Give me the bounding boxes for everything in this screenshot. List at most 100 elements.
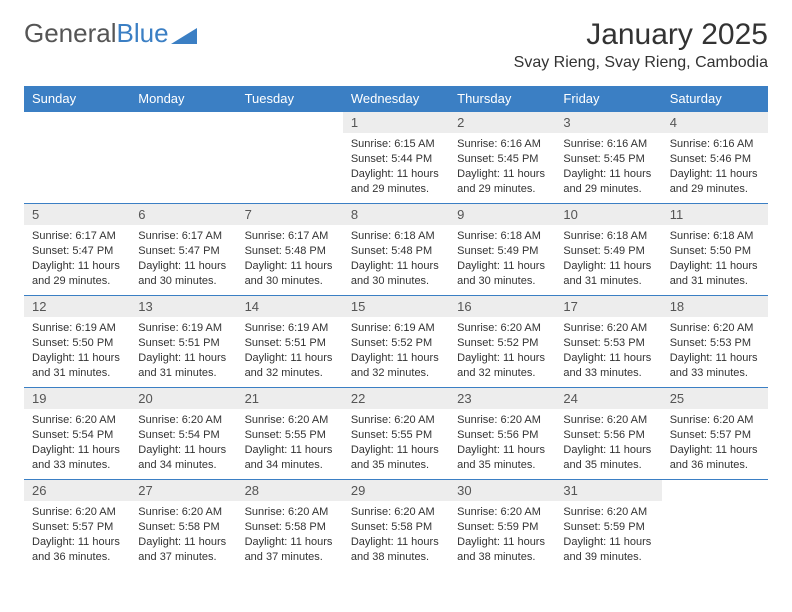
calendar-cell: 8Sunrise: 6:18 AMSunset: 5:48 PMDaylight… [343,204,449,296]
daylight-text: Daylight: 11 hours and 29 minutes. [457,167,547,197]
title-block: January 2025 Svay Rieng, Svay Rieng, Cam… [514,18,768,72]
calendar-cell: 9Sunrise: 6:18 AMSunset: 5:49 PMDaylight… [449,204,555,296]
sunrise-text: Sunrise: 6:20 AM [563,321,653,336]
sunrise-text: Sunrise: 6:16 AM [670,137,760,152]
day-details: Sunrise: 6:16 AMSunset: 5:45 PMDaylight:… [555,133,661,202]
sunrise-text: Sunrise: 6:20 AM [138,505,228,520]
sunset-text: Sunset: 5:59 PM [457,520,547,535]
calendar-cell [130,112,236,204]
calendar-table: Sunday Monday Tuesday Wednesday Thursday… [24,86,768,572]
sunrise-text: Sunrise: 6:17 AM [138,229,228,244]
sunrise-text: Sunrise: 6:18 AM [670,229,760,244]
sunset-text: Sunset: 5:52 PM [351,336,441,351]
sunrise-text: Sunrise: 6:20 AM [670,413,760,428]
sunset-text: Sunset: 5:59 PM [563,520,653,535]
daylight-text: Daylight: 11 hours and 31 minutes. [563,259,653,289]
sunset-text: Sunset: 5:50 PM [32,336,122,351]
sunrise-text: Sunrise: 6:19 AM [351,321,441,336]
day-number: 4 [662,112,768,133]
day-number: 10 [555,204,661,225]
sunset-text: Sunset: 5:47 PM [138,244,228,259]
calendar-cell: 16Sunrise: 6:20 AMSunset: 5:52 PMDayligh… [449,296,555,388]
sunrise-text: Sunrise: 6:19 AM [138,321,228,336]
day-number: 12 [24,296,130,317]
calendar-cell: 17Sunrise: 6:20 AMSunset: 5:53 PMDayligh… [555,296,661,388]
day-details: Sunrise: 6:20 AMSunset: 5:52 PMDaylight:… [449,317,555,386]
sunset-text: Sunset: 5:44 PM [351,152,441,167]
day-details: Sunrise: 6:20 AMSunset: 5:54 PMDaylight:… [130,409,236,478]
day-details: Sunrise: 6:20 AMSunset: 5:53 PMDaylight:… [555,317,661,386]
calendar-cell: 23Sunrise: 6:20 AMSunset: 5:56 PMDayligh… [449,388,555,480]
calendar-cell: 6Sunrise: 6:17 AMSunset: 5:47 PMDaylight… [130,204,236,296]
calendar-cell: 25Sunrise: 6:20 AMSunset: 5:57 PMDayligh… [662,388,768,480]
day-details: Sunrise: 6:20 AMSunset: 5:58 PMDaylight:… [130,501,236,570]
calendar-cell: 27Sunrise: 6:20 AMSunset: 5:58 PMDayligh… [130,480,236,572]
day-details: Sunrise: 6:20 AMSunset: 5:54 PMDaylight:… [24,409,130,478]
day-number: 21 [237,388,343,409]
daylight-text: Daylight: 11 hours and 38 minutes. [351,535,441,565]
daylight-text: Daylight: 11 hours and 35 minutes. [563,443,653,473]
day-details: Sunrise: 6:18 AMSunset: 5:50 PMDaylight:… [662,225,768,294]
weekday-header: Friday [555,86,661,112]
daylight-text: Daylight: 11 hours and 32 minutes. [351,351,441,381]
sunset-text: Sunset: 5:45 PM [457,152,547,167]
day-number: 22 [343,388,449,409]
day-details: Sunrise: 6:19 AMSunset: 5:52 PMDaylight:… [343,317,449,386]
sunset-text: Sunset: 5:56 PM [563,428,653,443]
day-number: 2 [449,112,555,133]
sunset-text: Sunset: 5:48 PM [245,244,335,259]
sunset-text: Sunset: 5:48 PM [351,244,441,259]
daylight-text: Daylight: 11 hours and 31 minutes. [670,259,760,289]
daylight-text: Daylight: 11 hours and 37 minutes. [138,535,228,565]
calendar-cell [662,480,768,572]
day-details: Sunrise: 6:17 AMSunset: 5:48 PMDaylight:… [237,225,343,294]
sunset-text: Sunset: 5:58 PM [138,520,228,535]
logo-text-1: General [24,18,117,49]
day-details: Sunrise: 6:19 AMSunset: 5:51 PMDaylight:… [130,317,236,386]
day-details: Sunrise: 6:20 AMSunset: 5:53 PMDaylight:… [662,317,768,386]
day-number: 7 [237,204,343,225]
sunset-text: Sunset: 5:54 PM [138,428,228,443]
sunset-text: Sunset: 5:58 PM [245,520,335,535]
sunset-text: Sunset: 5:58 PM [351,520,441,535]
day-number: 27 [130,480,236,501]
daylight-text: Daylight: 11 hours and 30 minutes. [138,259,228,289]
logo-text-2: Blue [117,18,169,49]
day-details: Sunrise: 6:16 AMSunset: 5:45 PMDaylight:… [449,133,555,202]
weekday-header: Thursday [449,86,555,112]
day-details: Sunrise: 6:20 AMSunset: 5:55 PMDaylight:… [237,409,343,478]
daylight-text: Daylight: 11 hours and 32 minutes. [457,351,547,381]
sunrise-text: Sunrise: 6:17 AM [32,229,122,244]
calendar-row: 1Sunrise: 6:15 AMSunset: 5:44 PMDaylight… [24,112,768,204]
sunrise-text: Sunrise: 6:20 AM [32,413,122,428]
day-details: Sunrise: 6:15 AMSunset: 5:44 PMDaylight:… [343,133,449,202]
calendar-cell: 11Sunrise: 6:18 AMSunset: 5:50 PMDayligh… [662,204,768,296]
day-number: 29 [343,480,449,501]
sunrise-text: Sunrise: 6:15 AM [351,137,441,152]
calendar-row: 19Sunrise: 6:20 AMSunset: 5:54 PMDayligh… [24,388,768,480]
daylight-text: Daylight: 11 hours and 32 minutes. [245,351,335,381]
sunset-text: Sunset: 5:46 PM [670,152,760,167]
day-details: Sunrise: 6:19 AMSunset: 5:50 PMDaylight:… [24,317,130,386]
calendar-cell: 29Sunrise: 6:20 AMSunset: 5:58 PMDayligh… [343,480,449,572]
day-number: 3 [555,112,661,133]
day-number: 5 [24,204,130,225]
daylight-text: Daylight: 11 hours and 34 minutes. [138,443,228,473]
calendar-cell: 19Sunrise: 6:20 AMSunset: 5:54 PMDayligh… [24,388,130,480]
daylight-text: Daylight: 11 hours and 34 minutes. [245,443,335,473]
daylight-text: Daylight: 11 hours and 29 minutes. [563,167,653,197]
sunset-text: Sunset: 5:55 PM [245,428,335,443]
sunrise-text: Sunrise: 6:20 AM [245,413,335,428]
day-number: 1 [343,112,449,133]
sunrise-text: Sunrise: 6:20 AM [457,505,547,520]
calendar-cell: 1Sunrise: 6:15 AMSunset: 5:44 PMDaylight… [343,112,449,204]
sunrise-text: Sunrise: 6:20 AM [245,505,335,520]
weekday-header: Sunday [24,86,130,112]
daylight-text: Daylight: 11 hours and 30 minutes. [245,259,335,289]
day-number: 31 [555,480,661,501]
daylight-text: Daylight: 11 hours and 30 minutes. [457,259,547,289]
sunset-text: Sunset: 5:47 PM [32,244,122,259]
calendar-cell: 2Sunrise: 6:16 AMSunset: 5:45 PMDaylight… [449,112,555,204]
day-details: Sunrise: 6:19 AMSunset: 5:51 PMDaylight:… [237,317,343,386]
day-details: Sunrise: 6:20 AMSunset: 5:58 PMDaylight:… [343,501,449,570]
